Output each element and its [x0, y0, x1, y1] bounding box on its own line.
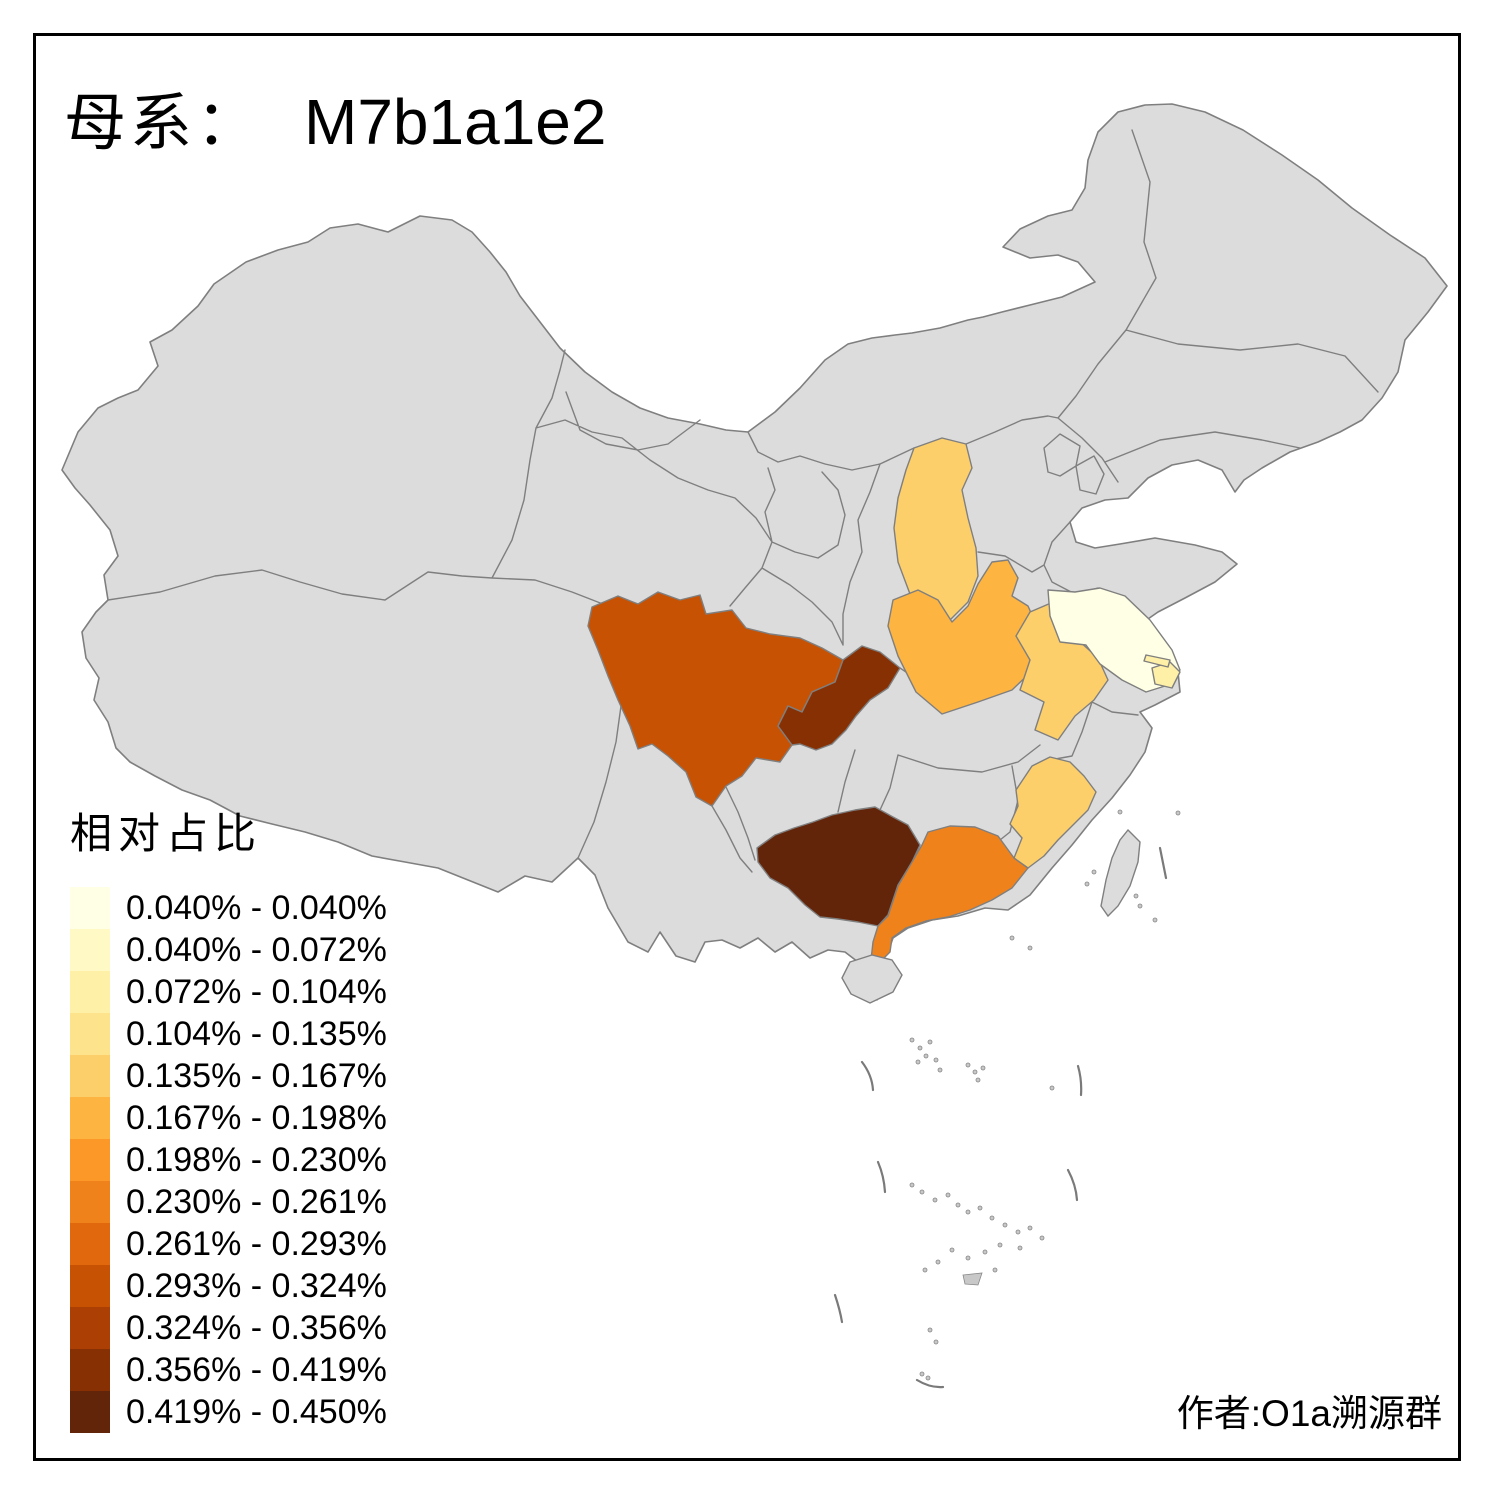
legend-label: 0.167% - 0.198%: [126, 1099, 387, 1137]
legend-row: 0.356% - 0.419%: [70, 1349, 387, 1391]
province-henan: [887, 559, 1044, 715]
hainan-island: [841, 954, 903, 1004]
legend-row: 0.040% - 0.040%: [70, 887, 387, 929]
map-title: 母系： M7b1a1e2: [64, 72, 606, 162]
legend-label: 0.135% - 0.167%: [126, 1057, 387, 1095]
province-boundaries: [107, 129, 1379, 873]
legend-swatch: [70, 1265, 110, 1307]
legend-label: 0.040% - 0.072%: [126, 931, 387, 969]
south-sea-islands: [909, 809, 1181, 1381]
taiwan-island: [1100, 828, 1141, 918]
legend-label: 0.261% - 0.293%: [126, 1225, 387, 1263]
legend-swatch: [70, 1139, 110, 1181]
legend-swatch: [70, 929, 110, 971]
author-credit: 作者:O1a溯源群: [1176, 1393, 1442, 1434]
legend-label: 0.072% - 0.104%: [126, 973, 387, 1011]
legend-row: 0.135% - 0.167%: [70, 1055, 387, 1097]
map-title-haplogroup: M7b1a1e2: [304, 86, 607, 158]
legend-swatch: [70, 971, 110, 1013]
province-chongqing: [777, 645, 901, 751]
legend-row: 0.072% - 0.104%: [70, 971, 387, 1013]
province-guangdong: [868, 825, 1029, 1001]
legend-swatch: [70, 1391, 110, 1433]
legend-swatch: [70, 1181, 110, 1223]
legend-swatch: [70, 1013, 110, 1055]
china-outline: [61, 103, 1448, 1001]
legend-label: 0.356% - 0.419%: [126, 1351, 387, 1389]
legend-swatch: [70, 887, 110, 929]
province-shanxi: [893, 437, 979, 621]
legend: 相对占比 0.040% - 0.040% 0.040% - 0.072% 0.072…: [70, 800, 387, 1433]
legend-label: 0.198% - 0.230%: [126, 1141, 387, 1179]
legend-swatch: [70, 1349, 110, 1391]
legend-swatch: [70, 1097, 110, 1139]
legend-title: 相对占比: [70, 812, 263, 858]
legend-row: 0.104% - 0.135%: [70, 1013, 387, 1055]
province-fujian: [1009, 756, 1097, 869]
chongming-island: [1143, 654, 1171, 668]
legend-label: 0.419% - 0.450%: [126, 1393, 387, 1431]
legend-swatch: [70, 1223, 110, 1265]
legend-row: 0.419% - 0.450%: [70, 1391, 387, 1433]
legend-swatch: [70, 1307, 110, 1349]
map-title-prefix: 母系：: [64, 90, 263, 158]
legend-label: 0.293% - 0.324%: [126, 1267, 387, 1305]
legend-rows: 0.040% - 0.040% 0.040% - 0.072% 0.072% - 0…: [70, 887, 387, 1433]
legend-row: 0.040% - 0.072%: [70, 929, 387, 971]
legend-row: 0.261% - 0.293%: [70, 1223, 387, 1265]
nine-dash-line: [833, 846, 1168, 1389]
legend-label: 0.040% - 0.040%: [126, 889, 387, 927]
legend-row: 0.324% - 0.356%: [70, 1307, 387, 1349]
legend-row: 0.167% - 0.198%: [70, 1097, 387, 1139]
legend-row: 0.198% - 0.230%: [70, 1139, 387, 1181]
legend-label: 0.104% - 0.135%: [126, 1015, 387, 1053]
legend-row: 0.230% - 0.261%: [70, 1181, 387, 1223]
legend-label: 0.230% - 0.261%: [126, 1183, 387, 1221]
legend-swatch: [70, 1055, 110, 1097]
legend-row: 0.293% - 0.324%: [70, 1265, 387, 1307]
legend-label: 0.324% - 0.356%: [126, 1309, 387, 1347]
